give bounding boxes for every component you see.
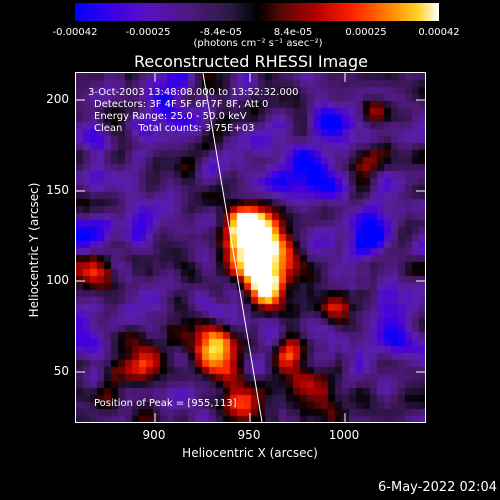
color-bar [75, 3, 439, 21]
energy-range-text: Energy Range: 25.0 - 50.0 keV [94, 111, 247, 122]
y-tick-label: 150 [46, 183, 69, 197]
peak-position-text: Position of Peak = [955,113] [94, 398, 237, 409]
detectors-text: Detectors: 3F 4F 5F 6F 7F 8F, Att 0 [94, 99, 269, 110]
colorbar-tick-label: 0.00042 [418, 27, 460, 38]
colorbar-tick-label: -8.4e-05 [200, 27, 242, 38]
colorbar-tick-label: 8.4e-05 [273, 27, 313, 38]
heatmap-image [76, 73, 425, 422]
x-axis-label: Heliocentric X (arcsec) [182, 446, 318, 460]
colorbar-unit-label: (photons cm⁻² s⁻¹ asec⁻²) [193, 38, 323, 49]
plot-title: Reconstructed RHESSI Image [134, 52, 368, 71]
colorbar-tick-label: -0.00025 [125, 27, 171, 38]
y-tick-label: 200 [46, 92, 69, 106]
colorbar-tick-label: 0.00025 [345, 27, 387, 38]
y-tick-label: 50 [53, 364, 69, 378]
footer-date: 6-May-2022 02:04 [378, 480, 497, 495]
x-tick-label: 1000 [328, 428, 360, 442]
time-range-text: 3-Oct-2003 13:48:08.000 to 13:52:32.000 [88, 87, 299, 98]
solar-limb-line [202, 73, 263, 422]
clean-counts-text: Clean Total counts: 3.75E+03 [94, 123, 255, 134]
x-tick-label: 950 [237, 428, 261, 442]
y-axis-label: Heliocentric Y (arcsec) [27, 182, 41, 318]
limb-overlay [76, 73, 425, 422]
plot-area: 3-Oct-2003 13:48:08.000 to 13:52:32.000 … [75, 72, 426, 423]
colorbar-tick-label: -0.00042 [52, 27, 98, 38]
y-tick-label: 100 [46, 273, 69, 287]
x-tick-label: 900 [142, 428, 166, 442]
